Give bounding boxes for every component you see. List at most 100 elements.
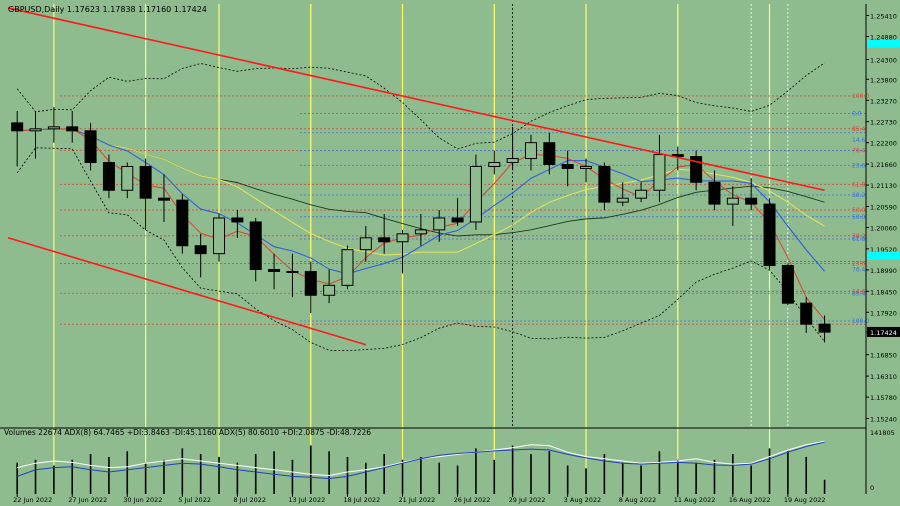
candle-bull (433, 217, 446, 231)
price-tick-label: 1.18450 (870, 288, 897, 296)
candle-bull (396, 233, 409, 243)
candle-bear (231, 217, 244, 223)
fib-label: 50.0 (852, 214, 866, 221)
candle-bear (561, 163, 574, 169)
candle-bear (304, 270, 317, 296)
volume-axis-top: 141805 (870, 429, 895, 437)
candle-bear (84, 130, 97, 164)
price-tick-label: 1.20590 (870, 203, 897, 211)
price-tick-label: 1.17920 (870, 309, 897, 317)
channel-line (7, 237, 367, 346)
fib-label: 61.8 (852, 181, 866, 188)
date-label: 19 Aug 2022 (784, 496, 826, 504)
date-label: 26 Jul 2022 (454, 496, 491, 504)
candle-bear (690, 156, 703, 183)
candle-bear (708, 181, 721, 205)
candle-bull (359, 237, 372, 251)
price-tick-label: 1.21660 (870, 161, 897, 169)
candle-bear (543, 142, 556, 165)
date-label: 29 Jul 2022 (509, 496, 546, 504)
fib-label: 38.2 (852, 233, 866, 240)
volume-layer: 141805 0 (0, 427, 895, 494)
candle-bear (102, 162, 115, 191)
bollinger-lower (16, 147, 825, 352)
price-tick-label: 1.22730 (870, 119, 897, 127)
fib-label: 14.6 (852, 137, 866, 144)
candle-bear (451, 217, 464, 223)
candle-bull (726, 197, 739, 205)
candle-bear (66, 126, 79, 132)
candle-bear (598, 165, 611, 203)
candle-bear (800, 302, 813, 325)
channel-layer (7, 7, 825, 346)
price-tick-label: 1.16310 (870, 373, 897, 381)
fib-label: 100.0 (852, 318, 869, 325)
price-tick-label: 1.15780 (870, 394, 897, 402)
channel-line (7, 7, 825, 192)
date-label: 3 Aug 2022 (564, 496, 602, 504)
candle-bull (286, 270, 299, 273)
candle-bear (11, 122, 24, 132)
indicator-header: Volumes 22674 ADX(8) 64.7465 +DI:3.8463 … (4, 428, 371, 437)
price-tick-label: 1.22200 (870, 140, 897, 148)
bollinger-upper (16, 62, 825, 150)
candle-bull (323, 284, 336, 296)
fib-label: 85.4 (852, 126, 866, 133)
price-tick-label: 1.20060 (870, 224, 897, 232)
cyan-price-marker (867, 39, 900, 48)
fib-label: 23.6 (852, 261, 866, 268)
price-tick-label: 1.25410 (870, 12, 897, 20)
price-tick-label: 1.23800 (870, 76, 897, 84)
ma-yellow (17, 128, 825, 256)
volume-axis-bottom: 0 (870, 484, 874, 492)
candles-layer (11, 107, 831, 343)
candle-bull (341, 249, 354, 286)
price-tick-label: 1.24880 (870, 33, 897, 41)
candle-bull (635, 189, 648, 199)
candle-bull (488, 162, 501, 167)
candle-bull (580, 165, 593, 169)
adx-line-blue (17, 441, 825, 480)
candle-bear (194, 245, 207, 255)
date-label: 16 Aug 2022 (729, 496, 771, 504)
candle-bear (139, 165, 152, 199)
candle-bull (121, 165, 134, 191)
price-tick-label: 1.24300 (870, 56, 897, 64)
fib-label: 76.4 (852, 266, 866, 273)
fibonacci-layer: 100.00.085.414.676.423.661.838.250.050.0… (60, 93, 869, 325)
candle-bear (268, 268, 281, 272)
candle-bull (616, 197, 629, 203)
candle-bull (213, 217, 226, 255)
fib-label: 85.4 (852, 290, 866, 297)
fib-label: 100.0 (852, 93, 869, 100)
date-label: 8 Aug 2022 (619, 496, 657, 504)
date-label: 30 Jun 2022 (123, 496, 162, 504)
candle-bull (469, 165, 482, 223)
price-tick-label: 1.15240 (870, 415, 897, 423)
date-label: 11 Aug 2022 (674, 496, 716, 504)
fib-label: 76.4 (852, 148, 866, 155)
candle-bear (745, 197, 758, 205)
candle-bull (414, 229, 427, 235)
date-label: 5 Jul 2022 (178, 496, 211, 504)
candle-bear (378, 237, 391, 243)
date-label: 22 Jun 2022 (13, 496, 52, 504)
price-tick-label: 1.19520 (870, 246, 897, 254)
price-tick-label: 1.21130 (870, 182, 897, 190)
candle-bull (506, 158, 519, 164)
date-label: 13 Jul 2022 (288, 496, 325, 504)
price-tick-label: 1.18990 (870, 267, 897, 275)
candle-bull (47, 126, 60, 130)
price-tick-label: 1.23270 (870, 97, 897, 105)
current-price-box (867, 326, 900, 337)
candle-bear (157, 197, 170, 201)
candle-bear (818, 323, 831, 333)
candle-bull (653, 154, 666, 191)
candle-bear (249, 221, 262, 270)
ma-blue (17, 128, 825, 275)
date-label: 27 Jun 2022 (68, 496, 107, 504)
price-tick-label: 1.17424 (870, 329, 897, 337)
